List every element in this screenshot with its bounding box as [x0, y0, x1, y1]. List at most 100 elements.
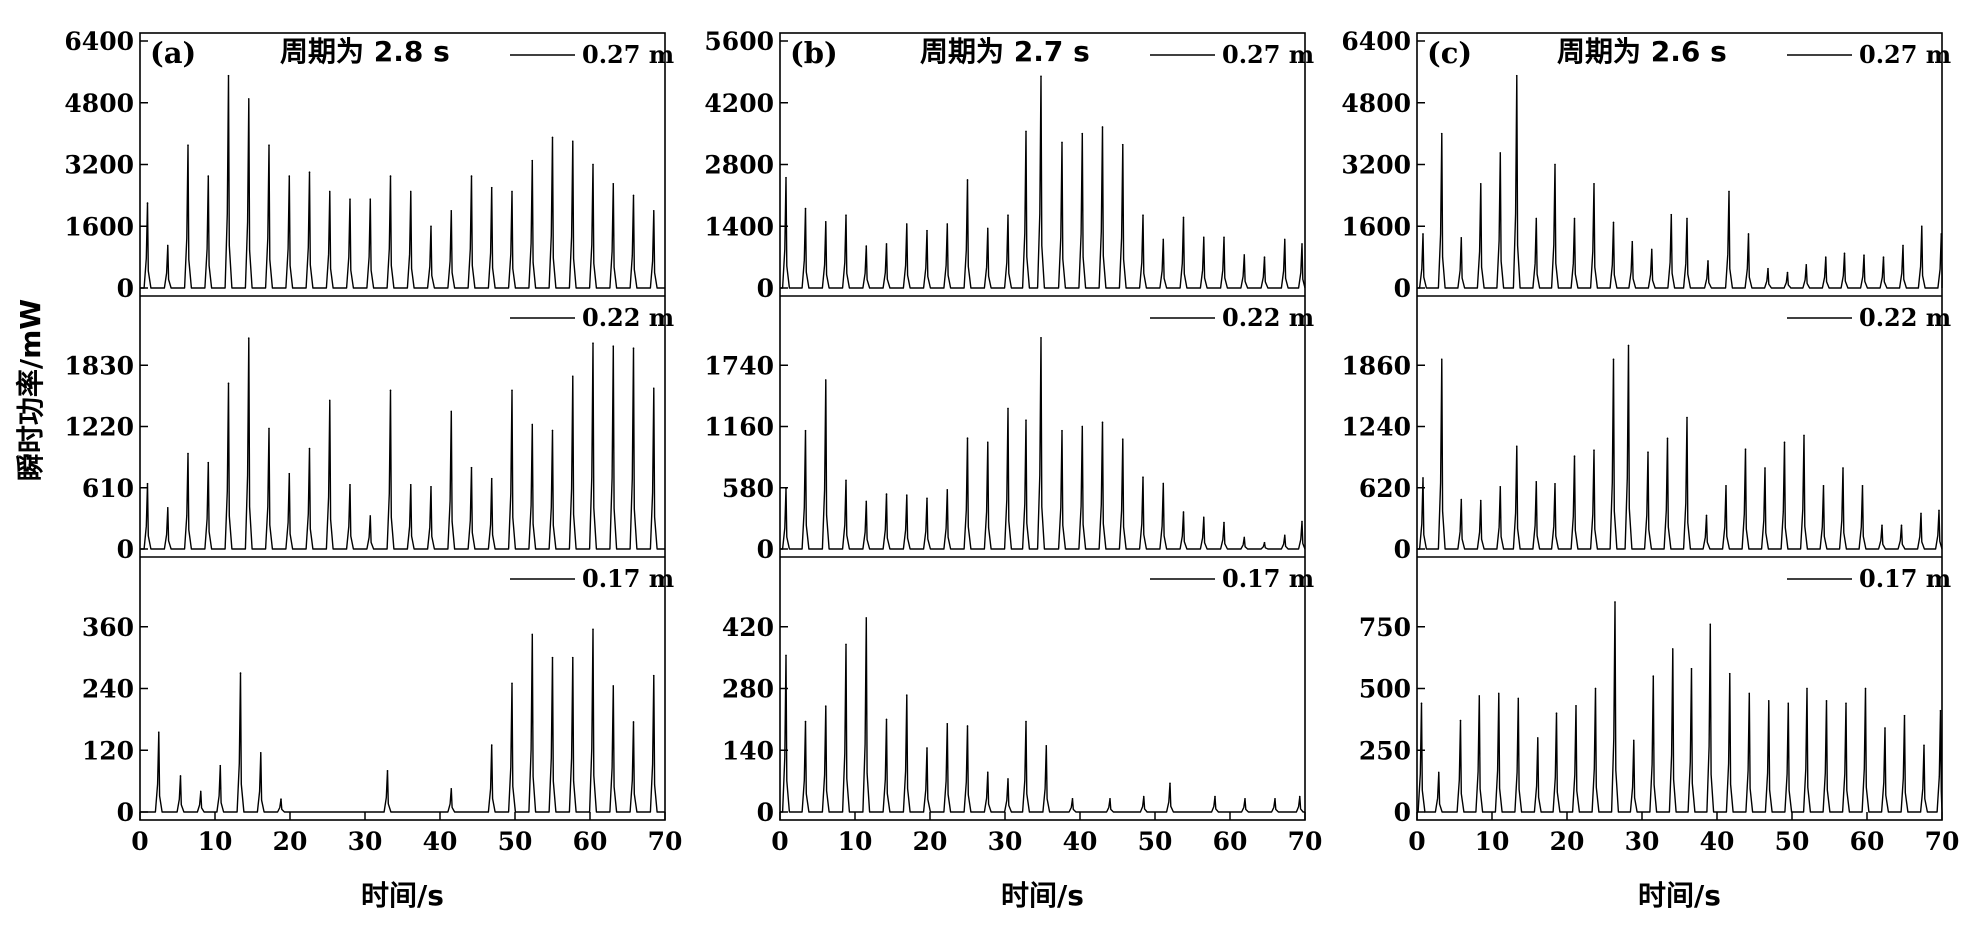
data-point — [1764, 467, 1766, 469]
y-tick-label: 1220 — [64, 413, 134, 442]
y-tick-label: 5600 — [704, 27, 774, 56]
y-tick-label: 1600 — [1341, 212, 1411, 241]
data-point — [166, 244, 169, 247]
data-point — [1243, 536, 1246, 539]
y-tick-label: 250 — [1359, 736, 1411, 765]
panel-2: (c) 周期为 2.6 s 0 10 20 30 40 50 60 70 时间/s 0 1600 3200… — [1341, 27, 1959, 912]
data-point — [632, 194, 635, 197]
y-tick-label: 4200 — [704, 89, 774, 118]
data-point — [885, 493, 888, 495]
data-point — [1786, 271, 1789, 274]
data-point — [1263, 541, 1266, 544]
series-line — [140, 337, 665, 550]
data-point — [1861, 484, 1864, 487]
data-point — [571, 375, 574, 378]
data-point — [1920, 512, 1922, 515]
data-point — [845, 643, 847, 646]
data-point — [1025, 130, 1027, 133]
data-point — [450, 210, 453, 212]
data-point — [824, 705, 827, 707]
data-point — [946, 223, 949, 225]
x-tick-label: 10 — [198, 827, 233, 856]
data-point — [1555, 712, 1558, 714]
x-tick-label: 0 — [1408, 827, 1425, 856]
x-tick-label: 40 — [1700, 827, 1735, 856]
data-point — [1202, 516, 1205, 519]
data-point — [1071, 797, 1074, 800]
data-point — [652, 387, 655, 390]
data-point — [1499, 152, 1502, 154]
y-tick-label: 420 — [722, 613, 774, 642]
data-point — [592, 342, 594, 344]
data-point — [179, 775, 182, 777]
data-point — [187, 452, 189, 455]
data-point — [409, 190, 412, 193]
data-point — [389, 175, 392, 177]
subplot-2-0: 0 1600 3200 4800 6400 0.27 m — [1341, 27, 1951, 303]
period-title: 周期为 2.8 s — [280, 35, 450, 68]
panel-1: (b) 周期为 2.7 s0 10 20 30 40 50 60 70时间/s014002800… — [704, 27, 1322, 912]
data-point — [632, 721, 635, 723]
data-point — [1479, 499, 1482, 502]
data-point — [865, 617, 868, 619]
data-point — [1162, 238, 1165, 241]
data-point — [157, 731, 160, 734]
series-line — [1417, 601, 1943, 813]
data-point — [1460, 237, 1463, 239]
data-point — [1747, 233, 1750, 235]
y-tick-label: 240 — [82, 675, 134, 704]
data-point — [652, 674, 655, 677]
y-tick-label: 6400 — [1341, 27, 1411, 56]
data-point — [1652, 675, 1655, 677]
panel-frame — [139, 32, 666, 821]
data-point — [1554, 163, 1556, 166]
data-point — [926, 747, 928, 749]
data-point — [288, 175, 291, 177]
data-point — [1707, 260, 1709, 262]
data-point — [1109, 797, 1111, 800]
panel-frame — [1416, 32, 1943, 821]
data-point — [966, 437, 969, 439]
data-point — [227, 74, 230, 77]
subplot-0-1: 0 610 1220 1830 0.22 m — [64, 295, 674, 564]
data-point — [1690, 667, 1693, 670]
subplot-1-0: 0 1400 2800 4200 5600 0.27 m — [704, 27, 1314, 303]
legend-label: 0.17 m — [1222, 564, 1314, 593]
subplot-0-2: 0 120 240 360 0.17 m — [82, 556, 674, 827]
data-point — [146, 482, 149, 485]
x-tick-label: 50 — [498, 827, 533, 856]
data-point — [1283, 238, 1286, 241]
data-point — [926, 497, 928, 500]
y-tick-label: 1400 — [704, 212, 774, 241]
data-point — [865, 245, 868, 247]
data-point — [308, 171, 311, 174]
y-tick-label: 0 — [757, 535, 774, 564]
x-tick-label: 60 — [573, 827, 608, 856]
data-point — [1301, 520, 1303, 523]
data-point — [430, 225, 432, 228]
x-tick-label: 60 — [1850, 827, 1885, 856]
data-point — [1573, 217, 1576, 220]
period-title: 周期为 2.6 s — [1557, 35, 1727, 68]
data-point — [328, 190, 331, 193]
y-tick-label: 0 — [117, 535, 134, 564]
data-point — [470, 466, 473, 469]
data-point — [1274, 797, 1276, 800]
data-point — [1142, 214, 1144, 217]
data-point — [1787, 702, 1790, 705]
panel-tag: (b) — [790, 36, 838, 70]
series-line — [1417, 344, 1943, 550]
legend-label: 0.22 m — [1222, 303, 1314, 332]
subplot-1-1: 0 580 1160 1740 0.22 m — [704, 295, 1314, 564]
data-point — [1940, 233, 1943, 235]
data-point — [652, 210, 655, 212]
data-point — [1263, 256, 1266, 258]
legend-label: 0.22 m — [582, 303, 674, 332]
data-point — [865, 500, 868, 503]
data-point — [1007, 407, 1009, 410]
data-point — [1671, 648, 1674, 650]
data-point — [1440, 358, 1443, 361]
data-point — [1920, 225, 1923, 228]
data-point — [531, 159, 534, 162]
data-point — [1298, 795, 1301, 798]
